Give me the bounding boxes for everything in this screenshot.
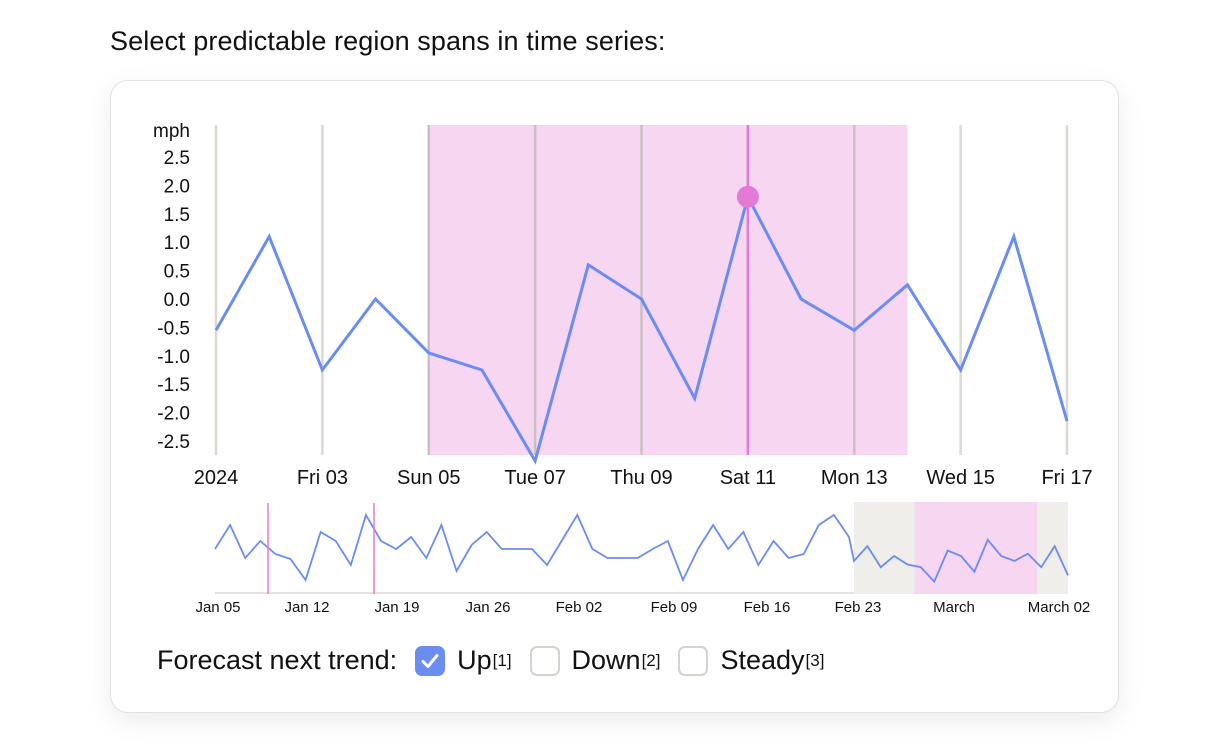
y-tick-label: 1.0 [164, 233, 190, 254]
check-icon [421, 653, 439, 668]
x-tick-label: 2024 [194, 467, 239, 489]
forecast-label: Forecast next trend: [157, 645, 398, 675]
option-steady-label: Steady [720, 645, 805, 675]
x-tick-label: Fri 03 [297, 467, 348, 489]
overview-tick-label: Jan 12 [284, 599, 329, 616]
cursor-point [736, 185, 759, 208]
option-down-label: Down [571, 645, 641, 675]
prompt-title: Select predictable region spans in time … [110, 26, 666, 56]
x-tick-label: Sat 11 [720, 467, 776, 489]
checkbox-up[interactable] [415, 645, 446, 676]
overview-tick-label: Jan 05 [195, 599, 240, 616]
y-axis-label: mph [153, 121, 190, 142]
y-tick-label: 1.5 [164, 205, 190, 226]
x-tick-label: Mon 13 [821, 467, 888, 489]
x-tick-label: Thu 09 [610, 467, 672, 489]
option-down[interactable]: Down [2] [529, 645, 661, 676]
overview-tick-label: Feb 16 [744, 599, 791, 616]
checkbox-down[interactable] [529, 645, 560, 676]
option-up-label: Up [457, 645, 492, 675]
x-tick-label: Wed 15 [926, 467, 995, 489]
overview-tick-label: Feb 23 [835, 599, 882, 616]
overview-tick-label: March [933, 599, 975, 616]
forecast-controls: Forecast next trend: Up [1] Down [2] Stead… [157, 645, 824, 676]
x-tick-label: Tue 07 [504, 467, 566, 489]
option-steady[interactable]: Steady [3] [678, 645, 824, 676]
y-tick-label: 0.0 [164, 290, 190, 311]
y-tick-label: -2.5 [157, 432, 190, 453]
y-tick-label: 0.5 [164, 262, 190, 283]
x-tick-label: Fri 17 [1041, 467, 1092, 489]
y-tick-label: 2.0 [164, 176, 190, 197]
option-down-key: [2] [641, 650, 661, 670]
y-tick-label: -1.0 [157, 347, 190, 368]
option-up[interactable]: Up [1] [415, 645, 512, 676]
overview-tick-label: Feb 02 [556, 599, 603, 616]
overview-tick-label: Jan 19 [374, 599, 419, 616]
checkbox-steady[interactable] [678, 645, 709, 676]
y-tick-label: -1.5 [157, 375, 190, 396]
overview-line [214, 512, 1069, 584]
y-tick-label: 2.5 [164, 148, 190, 169]
y-tick-label: -2.0 [157, 404, 190, 425]
overview-tick-label: Feb 09 [651, 599, 698, 616]
x-tick-label: Sun 05 [397, 467, 460, 489]
selection-span [428, 125, 908, 455]
option-steady-key: [3] [805, 650, 825, 670]
overview-tick-label: March 02 [1028, 599, 1091, 616]
overview-tick-label: Jan 26 [465, 599, 510, 616]
option-up-key: [1] [492, 650, 512, 670]
y-tick-label: -0.5 [157, 318, 190, 339]
